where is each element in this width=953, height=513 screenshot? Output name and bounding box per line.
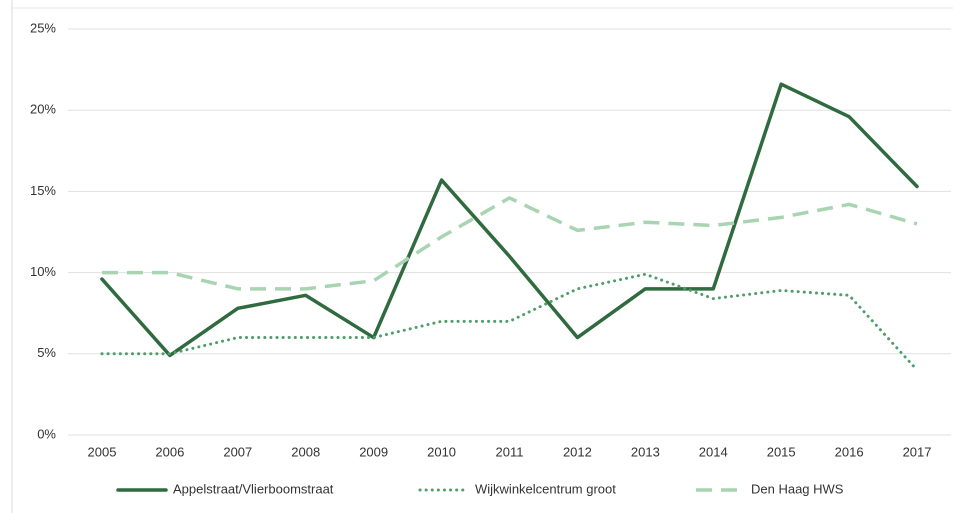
y-tick-label: 5% [37,345,56,360]
x-tick-label: 2012 [563,444,592,459]
series-line [100,272,919,372]
y-tick-label: 10% [30,264,56,279]
legend-label: Wijkwinkelcentrum groot [475,481,616,496]
x-tick-label: 2010 [427,444,456,459]
series-line [101,196,918,291]
x-tick-label: 2014 [699,444,728,459]
y-tick-label: 0% [37,426,56,441]
x-tick-label: 2007 [223,444,252,459]
x-tick-label: 2009 [359,444,388,459]
series-line [100,82,919,358]
x-tick-label: 2016 [835,444,864,459]
x-tick-label: 2005 [88,444,117,459]
x-tick-label: 2008 [291,444,320,459]
y-tick-label: 20% [30,102,56,117]
y-tick-label: 15% [30,183,56,198]
x-tick-label: 2013 [631,444,660,459]
x-tick-label: 2006 [155,444,184,459]
x-tick-label: 2011 [496,444,524,459]
legend-label: Den Haag HWS [751,481,844,496]
x-tick-label: 2017 [903,444,932,459]
x-tick-label: 2015 [767,444,796,459]
legend-label: Appelstraat/Vlierboomstraat [173,481,334,496]
y-tick-label: 25% [30,20,56,35]
